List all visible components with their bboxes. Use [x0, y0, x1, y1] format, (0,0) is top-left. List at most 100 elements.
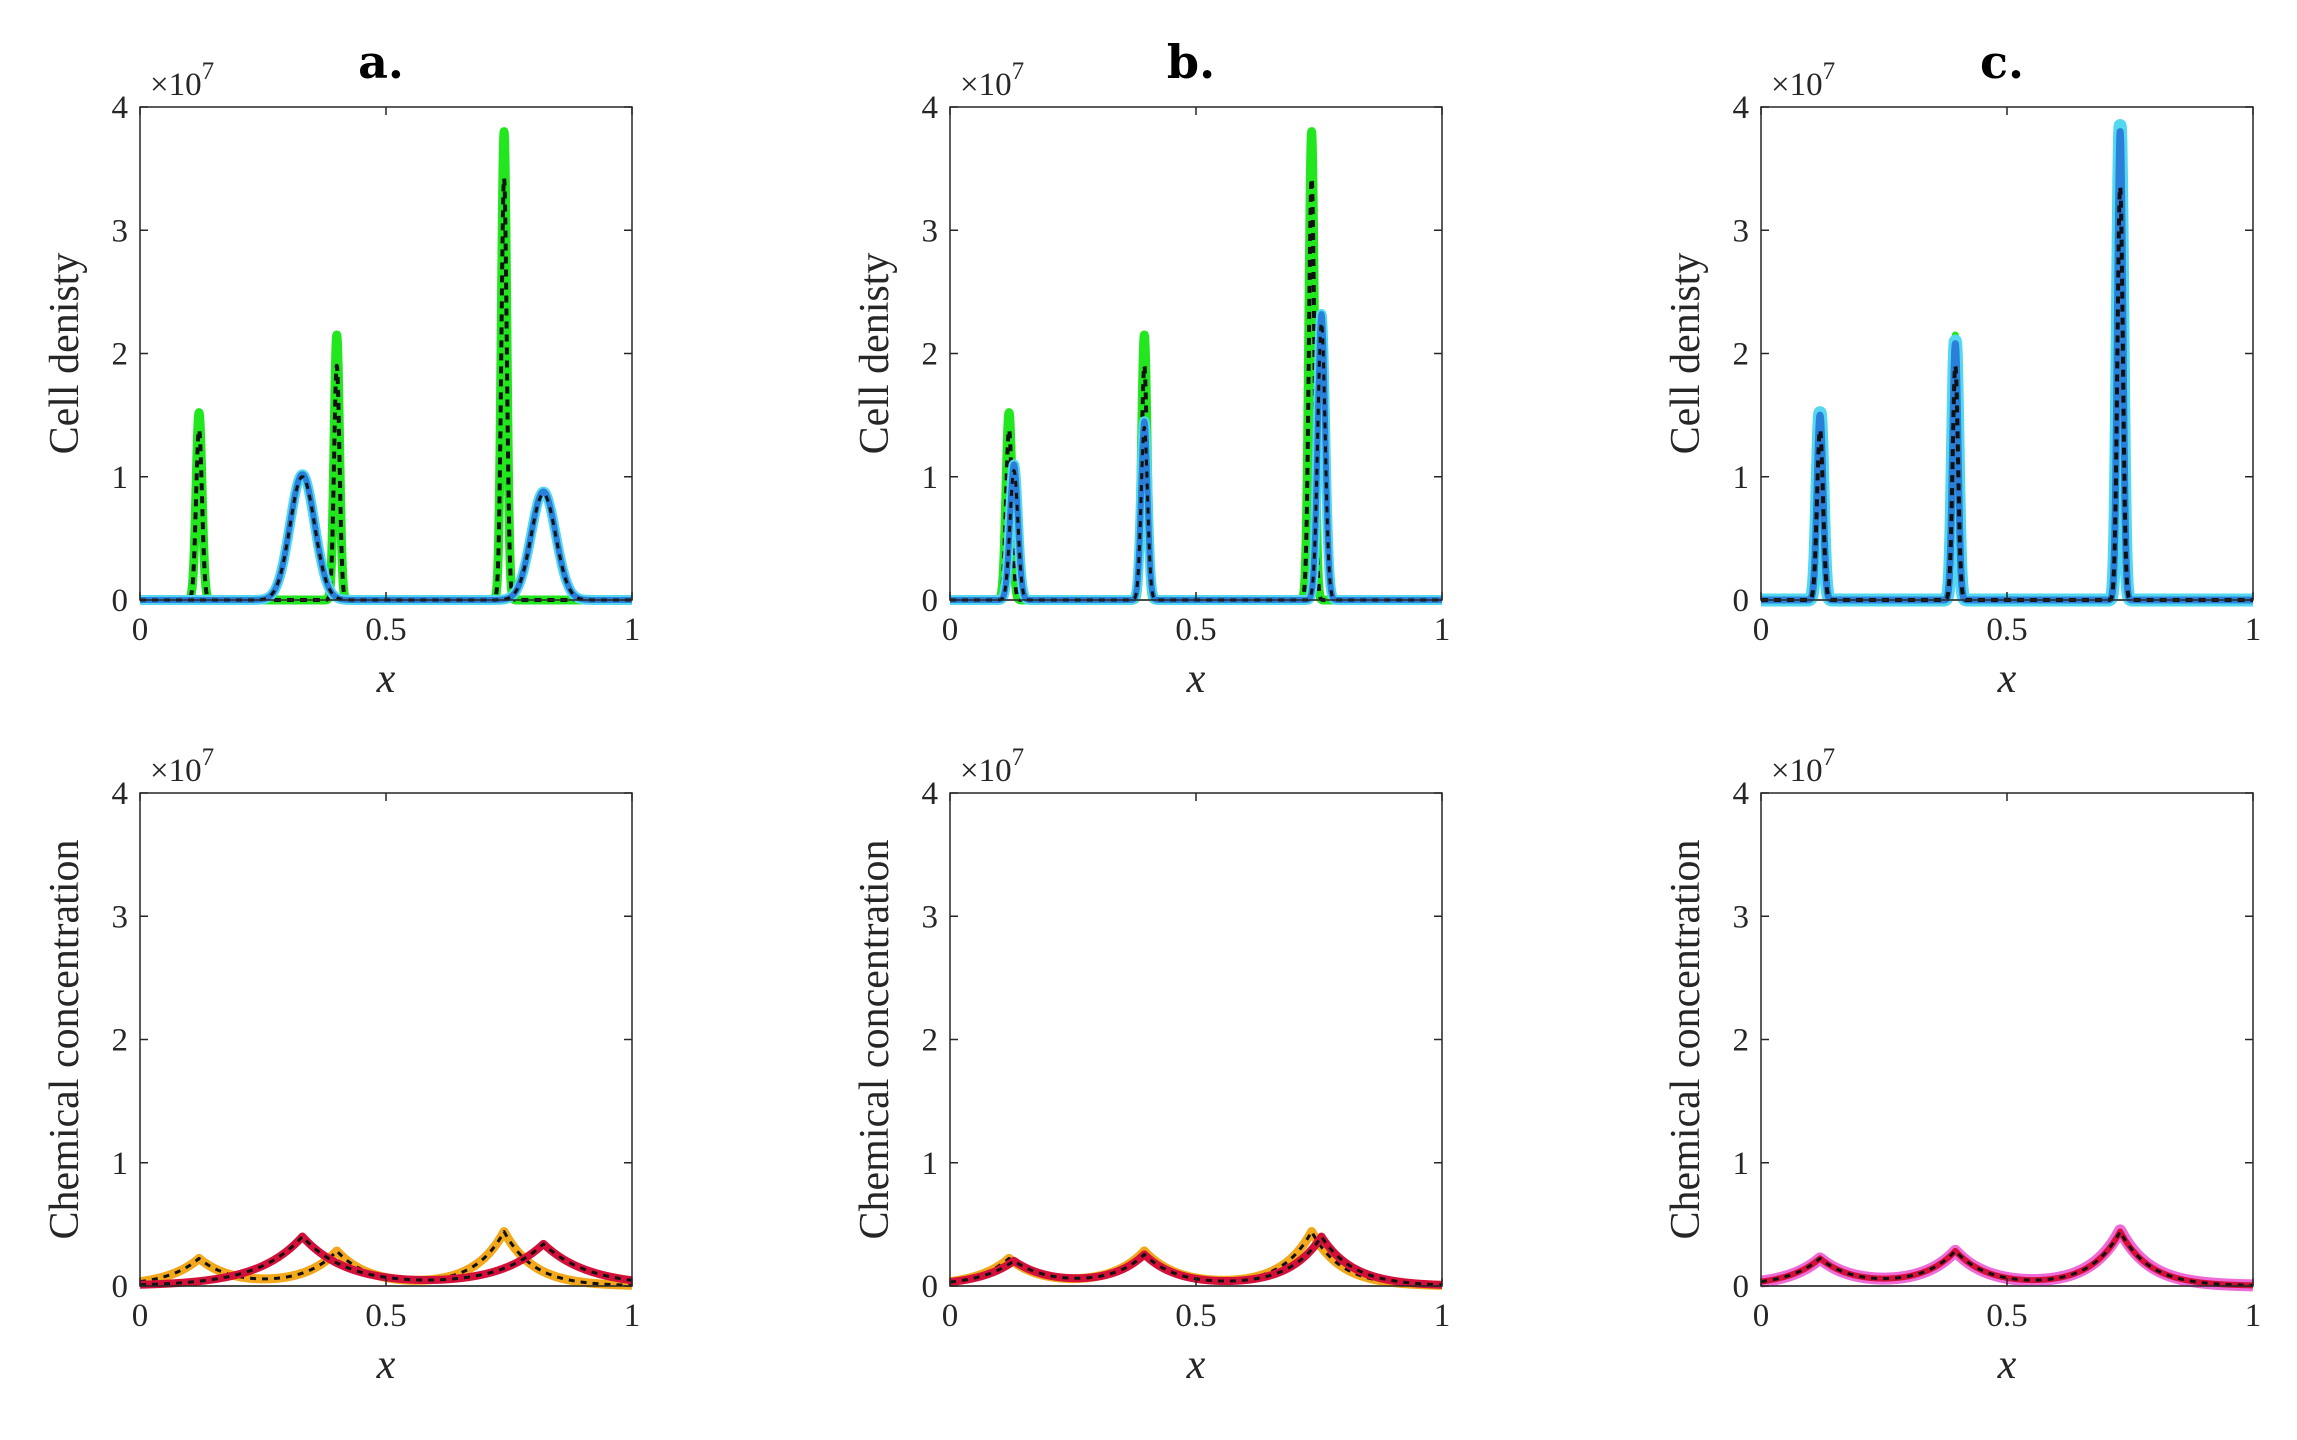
y-exponent-label: ×107: [1771, 58, 1835, 103]
y-tick-label: 1: [922, 1146, 939, 1182]
series-line-black-dash: [1759, 185, 2255, 602]
chart-c-top: 0 0.5 1 0 1 2 3 4 ×107 x Cell denisty c.: [1663, 35, 2261, 702]
y-axis-label: Chemical concentration: [42, 839, 88, 1239]
y-axis-label: Chemical concentration: [852, 839, 898, 1239]
plot-frame: [1760, 792, 2254, 1287]
y-multiplier: ×10: [1771, 67, 1823, 103]
y-tick-label: 4: [112, 776, 129, 812]
y-axis-label: Chemical concentration: [1663, 839, 1709, 1239]
y-exponent: 7: [1012, 744, 1025, 771]
series-line-black-dash: [1759, 1230, 2255, 1287]
y-multiplier: ×10: [960, 67, 1012, 103]
y-tick-label: 4: [1733, 90, 1750, 126]
y-tick-label: 2: [112, 1023, 129, 1059]
x-axis-label: x: [376, 1342, 396, 1388]
y-tick-label: 2: [112, 337, 129, 373]
y-tick-label: 2: [1733, 337, 1750, 373]
x-tick-label: 1: [2245, 612, 2262, 648]
y-tick-label: 3: [112, 899, 129, 935]
y-tick-label: 0: [112, 583, 129, 619]
x-tick-label: 0: [1753, 612, 1770, 648]
x-tick-label: 0.5: [1175, 1298, 1216, 1334]
y-exponent: 7: [1012, 58, 1025, 85]
panel-label: c.: [1980, 35, 2024, 89]
y-axis-label: Cell denisty: [42, 253, 88, 455]
x-tick-label: 0.5: [1986, 1298, 2027, 1334]
y-tick-label: 4: [922, 90, 939, 126]
x-tick-label: 0.5: [1175, 612, 1216, 648]
x-tick-label: 1: [1434, 612, 1451, 648]
chart-a-top: 0 0.5 1 0 1 2 3 4 ×107 x Cell denisty a.: [42, 35, 640, 702]
y-tick-label: 1: [922, 460, 939, 496]
y-multiplier: ×10: [960, 753, 1012, 789]
x-tick-label: 0: [132, 612, 149, 648]
y-tick-label: 0: [922, 583, 939, 619]
y-multiplier: ×10: [1771, 753, 1823, 789]
y-exponent: 7: [202, 58, 215, 85]
x-tick-label: 0: [1753, 1298, 1770, 1334]
plot-frame: [949, 792, 1443, 1287]
x-axis-label: x: [1186, 1342, 1206, 1388]
x-tick-label: 1: [1434, 1298, 1451, 1334]
series-line-light-blue: [1754, 118, 2260, 607]
y-exponent-label: ×107: [150, 58, 214, 103]
x-axis-label: x: [1997, 1342, 2017, 1388]
y-tick-label: 3: [922, 213, 939, 249]
y-tick-label: 1: [112, 460, 129, 496]
y-exponent: 7: [202, 744, 215, 771]
y-tick-label: 3: [1733, 899, 1750, 935]
y-tick-label: 1: [1733, 1146, 1750, 1182]
y-axis-label: Cell denisty: [852, 253, 898, 455]
y-tick-label: 2: [922, 337, 939, 373]
series-line-blue: [1757, 128, 2257, 604]
x-tick-label: 0: [132, 1298, 149, 1334]
y-tick-label: 0: [922, 1269, 939, 1305]
y-tick-label: 0: [1733, 583, 1750, 619]
x-tick-label: 0: [942, 1298, 959, 1334]
y-exponent: 7: [1823, 58, 1836, 85]
y-multiplier: ×10: [150, 753, 202, 789]
y-tick-label: 2: [922, 1023, 939, 1059]
series-line-black-dash-1: [138, 1230, 634, 1287]
panel-label: a.: [358, 35, 404, 89]
x-axis-label: x: [376, 656, 396, 702]
y-tick-label: 1: [112, 1146, 129, 1182]
x-tick-label: 0.5: [1986, 612, 2027, 648]
series-line-blue: [137, 471, 635, 603]
panel-label: b.: [1167, 35, 1215, 89]
y-tick-label: 3: [1733, 213, 1750, 249]
y-tick-label: 4: [112, 90, 129, 126]
x-tick-label: 1: [624, 612, 641, 648]
series-line-green: [1757, 128, 2257, 604]
series-line-green: [945, 127, 1447, 605]
x-axis-label: x: [1186, 656, 1206, 702]
plot-frame: [949, 106, 1443, 601]
y-multiplier: ×10: [150, 67, 202, 103]
series-line-black-dash-2: [138, 1235, 634, 1287]
y-exponent: 7: [1823, 744, 1836, 771]
series-line-light-blue: [945, 309, 1447, 605]
plot-frame: [1760, 106, 2254, 601]
chart-b-bottom: 0 0.5 1 0 1 2 3 4 ×107 x Chemical concentration: [852, 744, 1450, 1388]
chart-c-bottom: 0 0.5 1 0 1 2 3 4 ×107 x Chemical concentration: [1663, 744, 2261, 1388]
y-exponent-label: ×107: [960, 58, 1024, 103]
x-tick-label: 0.5: [365, 612, 406, 648]
y-exponent-label: ×107: [1771, 744, 1835, 789]
y-tick-label: 4: [1733, 776, 1750, 812]
y-tick-label: 1: [1733, 460, 1750, 496]
y-tick-label: 3: [112, 213, 129, 249]
chart-a-bottom: 0 0.5 1 0 1 2 3 4 ×107 x Chemical concentration: [42, 744, 640, 1388]
y-exponent-label: ×107: [960, 744, 1024, 789]
x-tick-label: 1: [624, 1298, 641, 1334]
y-tick-label: 3: [922, 899, 939, 935]
x-tick-label: 0: [942, 612, 959, 648]
y-tick-label: 0: [1733, 1269, 1750, 1305]
y-exponent-label: ×107: [150, 744, 214, 789]
y-tick-label: 2: [1733, 1023, 1750, 1059]
x-tick-label: 1: [2245, 1298, 2262, 1334]
x-axis-label: x: [1997, 656, 2017, 702]
x-tick-label: 0.5: [365, 1298, 406, 1334]
chart-b-top: 0 0.5 1 0 1 2 3 4 ×107 x Cell denisty b.: [852, 35, 1450, 702]
y-axis-label: Cell denisty: [1663, 253, 1709, 455]
